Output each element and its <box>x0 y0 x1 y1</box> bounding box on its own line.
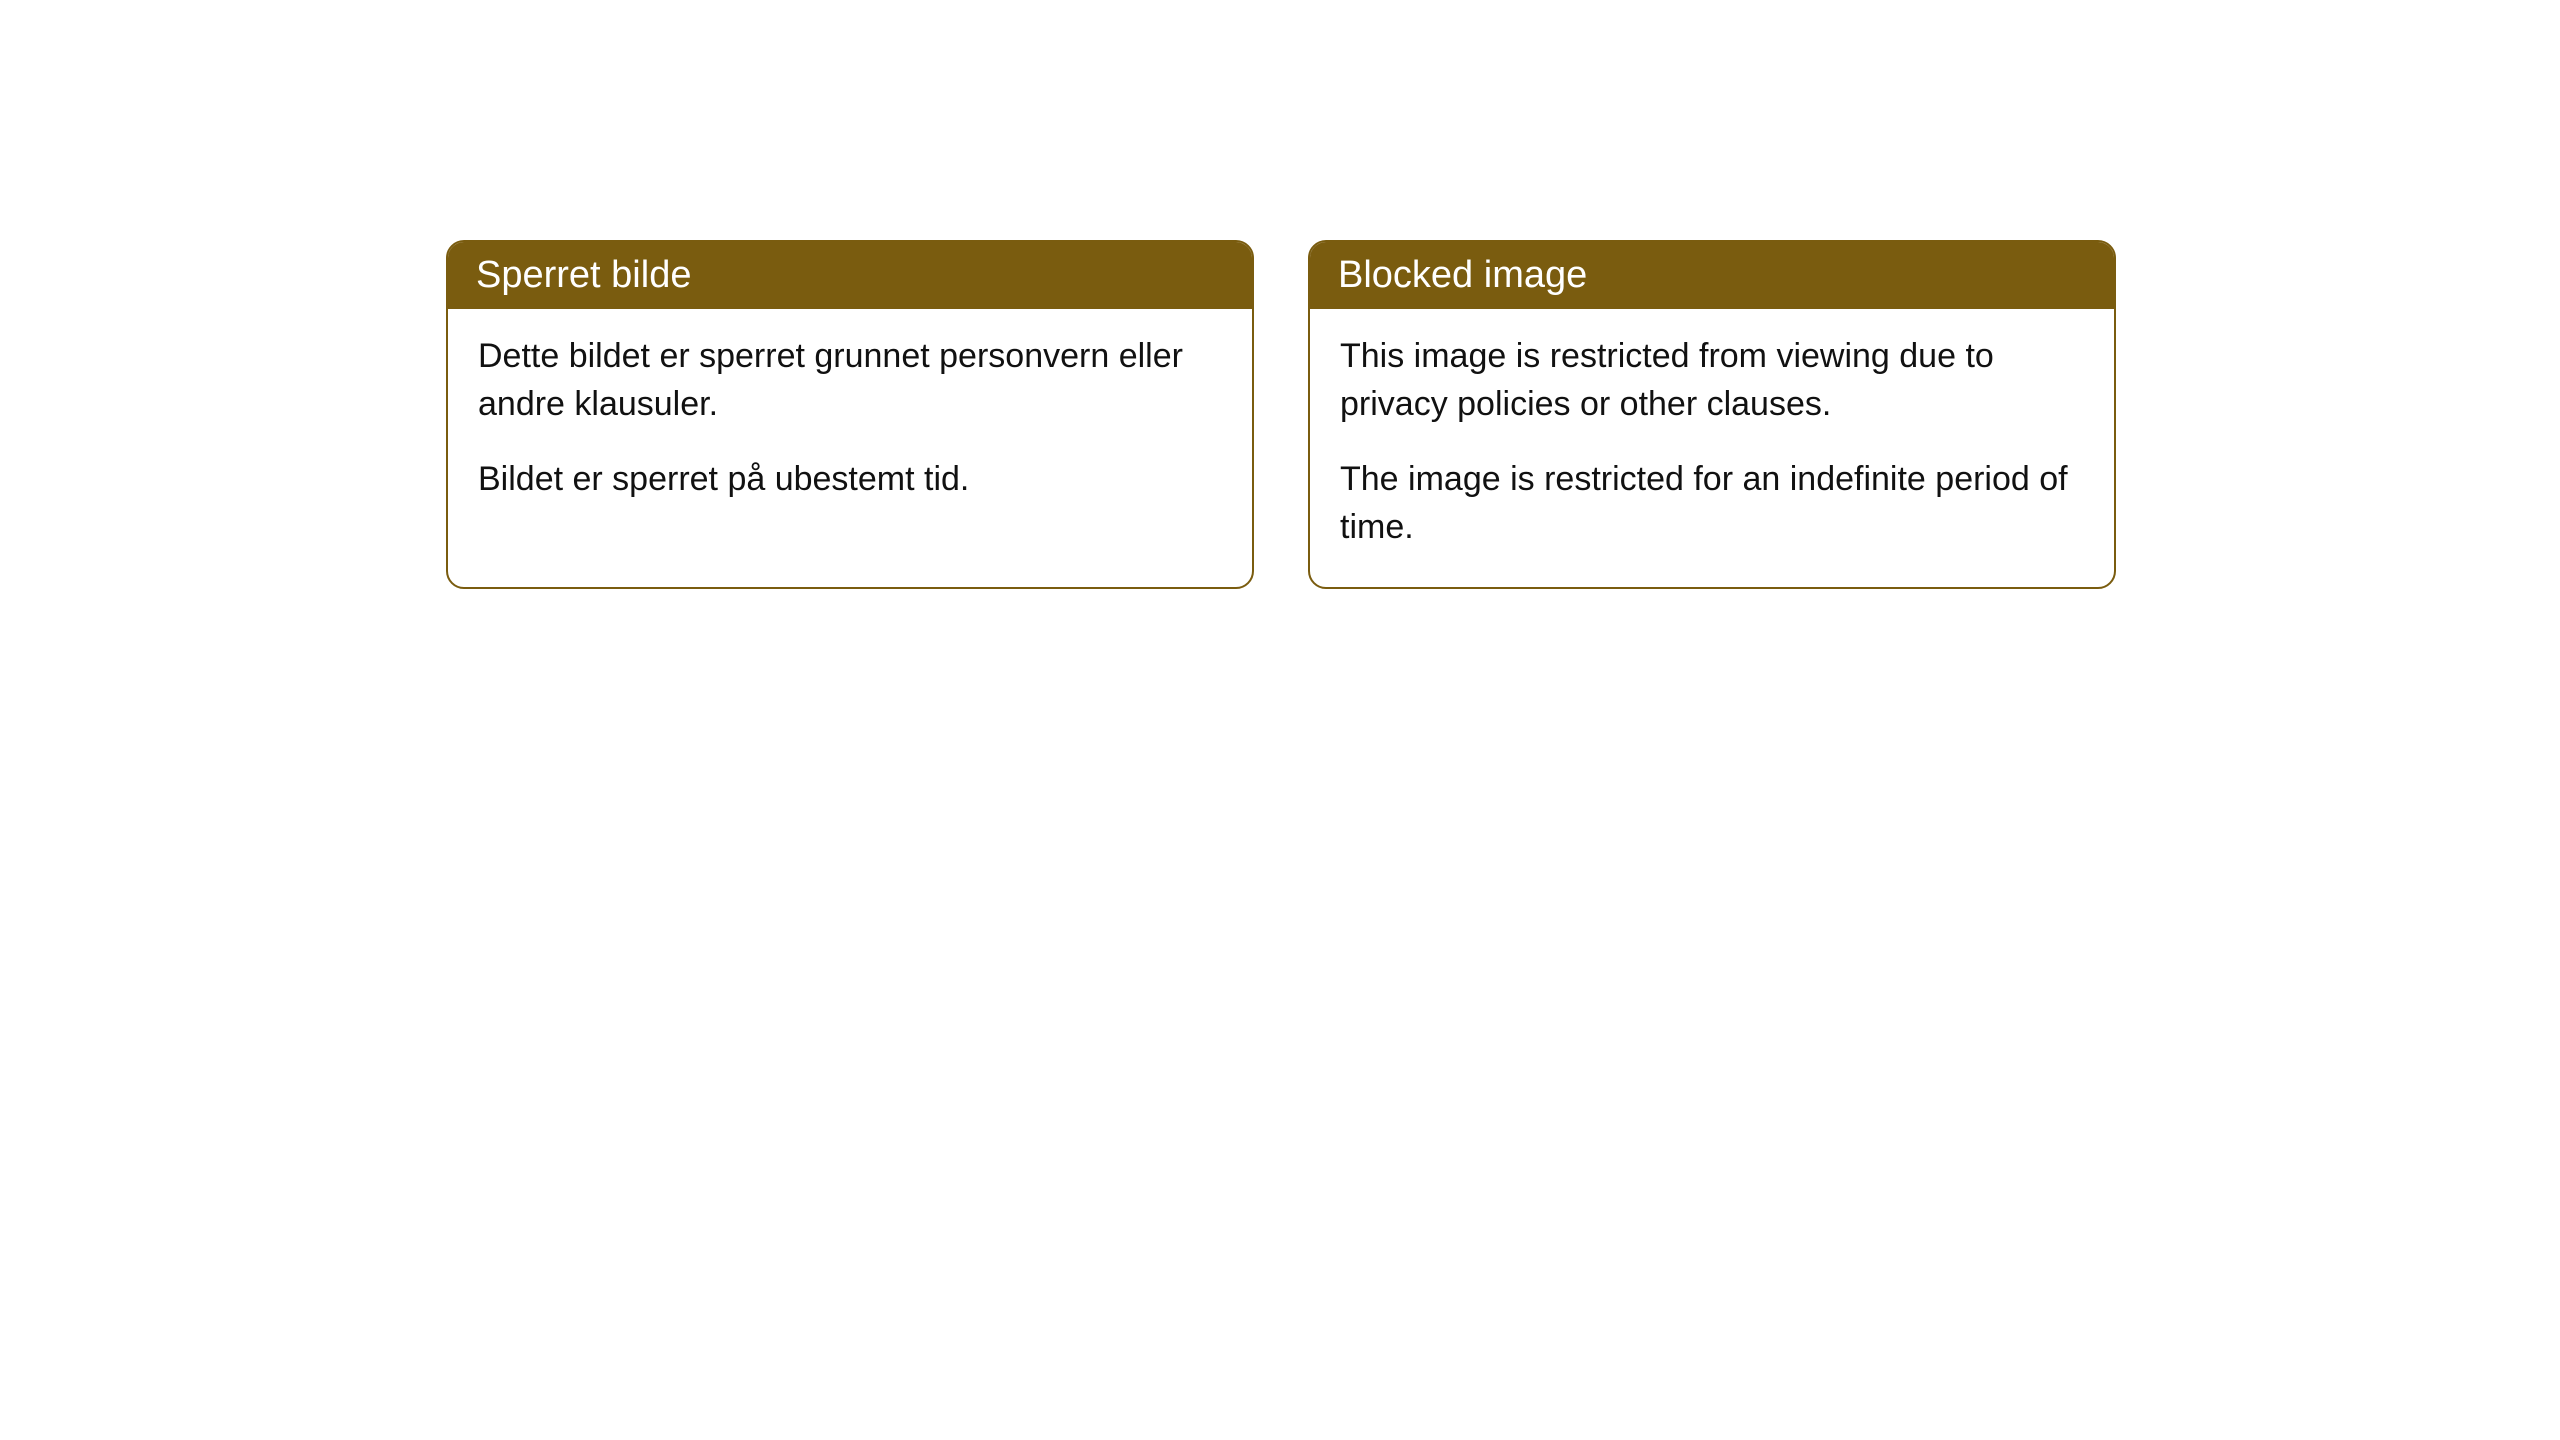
card-title: Blocked image <box>1338 254 1587 296</box>
card-body-english: This image is restricted from viewing du… <box>1310 309 2114 587</box>
notice-cards-container: Sperret bilde Dette bildet er sperret gr… <box>446 240 2116 589</box>
notice-card-english: Blocked image This image is restricted f… <box>1308 240 2116 589</box>
card-paragraph: This image is restricted from viewing du… <box>1340 333 2084 428</box>
card-title: Sperret bilde <box>476 254 691 296</box>
card-header-norwegian: Sperret bilde <box>448 242 1252 309</box>
card-paragraph: Dette bildet er sperret grunnet personve… <box>478 333 1222 428</box>
card-paragraph: Bildet er sperret på ubestemt tid. <box>478 456 1222 504</box>
card-header-english: Blocked image <box>1310 242 2114 309</box>
notice-card-norwegian: Sperret bilde Dette bildet er sperret gr… <box>446 240 1254 589</box>
card-body-norwegian: Dette bildet er sperret grunnet personve… <box>448 309 1252 540</box>
card-paragraph: The image is restricted for an indefinit… <box>1340 456 2084 551</box>
